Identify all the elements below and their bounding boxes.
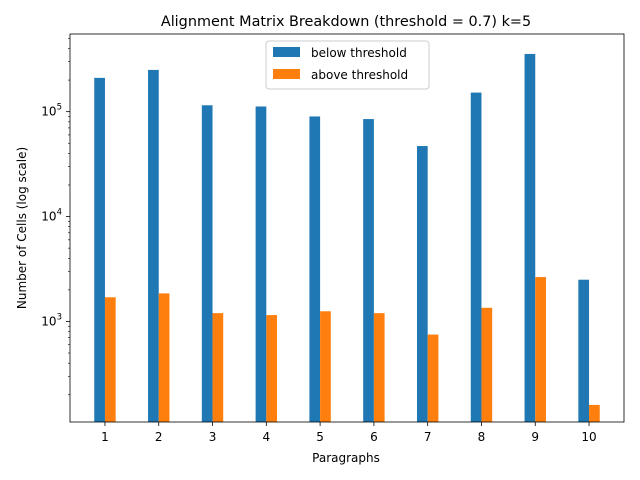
x-tick-label: 7 bbox=[424, 430, 432, 444]
bar-above-2 bbox=[158, 293, 170, 422]
bar-below-3 bbox=[201, 105, 213, 422]
bar-above-9 bbox=[535, 277, 546, 422]
y-tick-label: 103 bbox=[41, 312, 62, 328]
bar-below-9 bbox=[524, 53, 536, 422]
x-tick-label: 5 bbox=[316, 430, 324, 444]
bar-below-7 bbox=[416, 146, 428, 423]
legend-frame bbox=[265, 40, 430, 90]
bar-above-3 bbox=[212, 313, 224, 422]
x-tick-label: 8 bbox=[478, 430, 486, 444]
bar-below-6 bbox=[363, 119, 374, 422]
bar-below-1 bbox=[94, 77, 105, 423]
x-tick-label: 9 bbox=[531, 430, 539, 444]
y-axis-label: Number of Cells (log scale) bbox=[15, 147, 29, 309]
x-tick-label: 4 bbox=[263, 430, 271, 444]
x-tick-label: 3 bbox=[209, 430, 217, 444]
bar-below-8 bbox=[470, 92, 482, 422]
bar-above-6 bbox=[373, 313, 385, 422]
legend-swatch-above bbox=[273, 69, 300, 79]
bar-above-4 bbox=[266, 315, 278, 422]
x-tick-label: 6 bbox=[370, 430, 378, 444]
bar-above-5 bbox=[320, 311, 331, 422]
y-tick-label: 104 bbox=[41, 208, 62, 224]
legend-label-below: below threshold bbox=[311, 46, 407, 60]
x-tick-label: 2 bbox=[155, 430, 163, 444]
bar-below-5 bbox=[309, 116, 321, 423]
bar-above-7 bbox=[427, 334, 439, 422]
x-tick-label: 10 bbox=[581, 430, 596, 444]
bar-above-10 bbox=[589, 404, 600, 422]
legend-label-above: above threshold bbox=[311, 68, 408, 82]
y-tick-label: 105 bbox=[41, 103, 62, 119]
legend-swatch-below bbox=[273, 47, 300, 57]
bar-below-2 bbox=[148, 69, 159, 423]
bar-below-10 bbox=[578, 279, 590, 422]
bar-below-4 bbox=[255, 106, 267, 422]
legend: below threshold above threshold bbox=[265, 40, 430, 90]
bar-above-1 bbox=[104, 297, 116, 422]
plot-area-frame bbox=[69, 33, 625, 423]
bars-group bbox=[94, 53, 600, 423]
x-tick-label: 1 bbox=[101, 430, 109, 444]
x-axis-ticks: 1 2 3 4 5 6 7 8 9 10 bbox=[101, 422, 597, 444]
x-axis-label: Paragraphs bbox=[312, 451, 380, 465]
bar-above-8 bbox=[481, 307, 493, 422]
y-axis-ticks: 103 104 105 bbox=[41, 38, 70, 396]
chart-title: Alignment Matrix Breakdown (threshold = … bbox=[161, 14, 531, 30]
